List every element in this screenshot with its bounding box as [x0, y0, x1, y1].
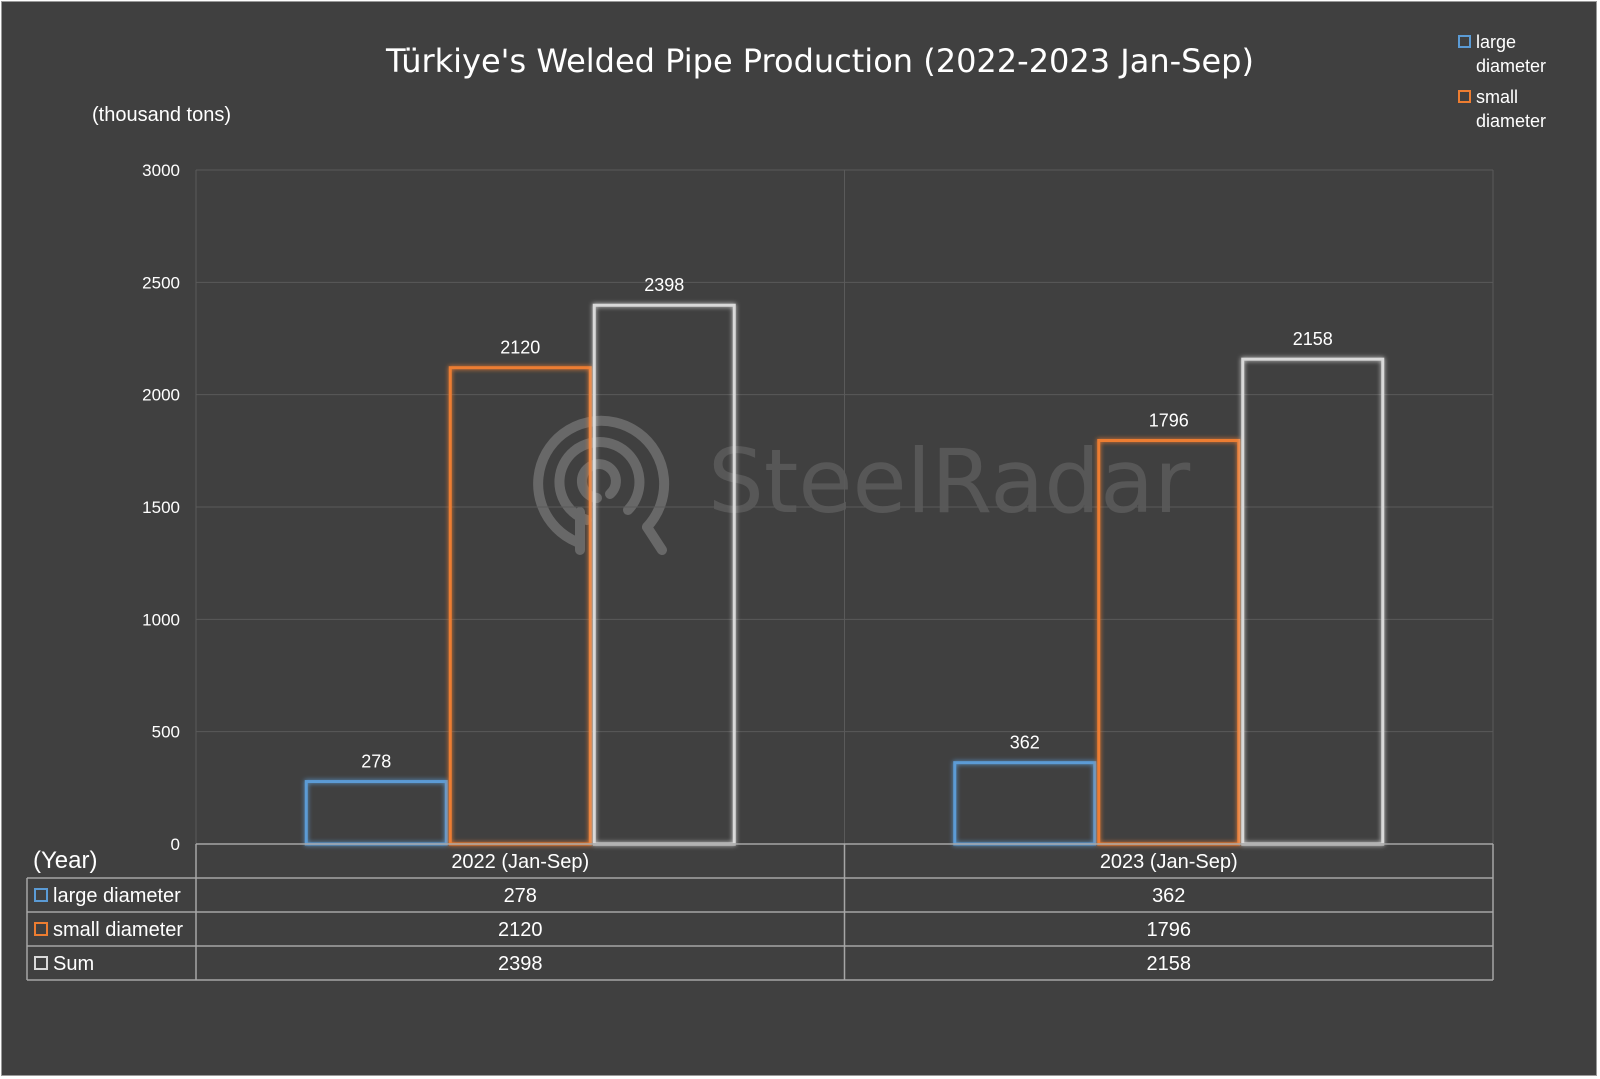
- bar: [953, 761, 1097, 846]
- bar: [448, 366, 592, 846]
- table-legend-key: [34, 956, 48, 970]
- y-tick-label: 0: [171, 835, 180, 854]
- table-legend-key: [34, 888, 48, 902]
- gridlines: [195, 169, 1494, 844]
- table-row-label: small diameter: [53, 919, 183, 941]
- y-tick-label: 2500: [142, 273, 180, 292]
- data-label: 1796: [1149, 410, 1189, 430]
- data-labels: 278 2120 2398 362 1796 2158: [361, 275, 1333, 771]
- table-cell: 2158: [1147, 953, 1192, 975]
- y-tick-label: 500: [152, 723, 180, 742]
- bar: [304, 780, 448, 846]
- data-label: 2158: [1293, 329, 1333, 349]
- table-row-label: large diameter: [53, 885, 181, 907]
- legend-label-line2: diameter: [1476, 111, 1546, 131]
- table-cell: 2120: [498, 919, 543, 941]
- data-table: (Year) 2022 (Jan-Sep) 2023 (Jan-Sep) large …: [26, 843, 1494, 981]
- y-tick-label: 3000: [142, 161, 180, 180]
- table-cell: 2398: [498, 953, 543, 975]
- watermark: SteelRadar: [533, 415, 1191, 555]
- y-axis-label: (thousand tons): [92, 104, 231, 126]
- table-cell: 278: [504, 885, 537, 907]
- legend-label-line2: diameter: [1476, 56, 1546, 76]
- legend-key: [1458, 90, 1471, 103]
- watermark-text: SteelRadar: [708, 430, 1191, 533]
- y-tick-label: 1500: [142, 498, 180, 517]
- data-label: 2398: [644, 275, 684, 295]
- x-axis-label: (Year): [33, 847, 97, 874]
- bar: [592, 303, 736, 846]
- category-label: 2023 (Jan-Sep): [1100, 851, 1238, 873]
- legend-label-line1: large: [1476, 32, 1516, 52]
- legend-key: [1458, 35, 1471, 48]
- chart-title: Türkiye's Welded Pipe Production (2022-2…: [385, 42, 1254, 80]
- data-label: 2120: [500, 338, 540, 358]
- bar: [1241, 357, 1385, 846]
- category-label: 2022 (Jan-Sep): [451, 851, 589, 873]
- legend-label-line1: small: [1476, 87, 1518, 107]
- table-row-label: Sum: [53, 953, 94, 975]
- legend: large diameter small diameter: [1458, 32, 1546, 131]
- data-label: 278: [361, 752, 391, 772]
- table-cell: 1796: [1147, 919, 1192, 941]
- table-legend-key: [34, 922, 48, 936]
- y-tick-label: 2000: [142, 386, 180, 405]
- y-axis-ticks: 0 500 1000 1500 2000 2500 3000: [142, 161, 180, 854]
- y-tick-label: 1000: [142, 610, 180, 629]
- table-cell: 362: [1152, 885, 1185, 907]
- data-label: 362: [1010, 733, 1040, 753]
